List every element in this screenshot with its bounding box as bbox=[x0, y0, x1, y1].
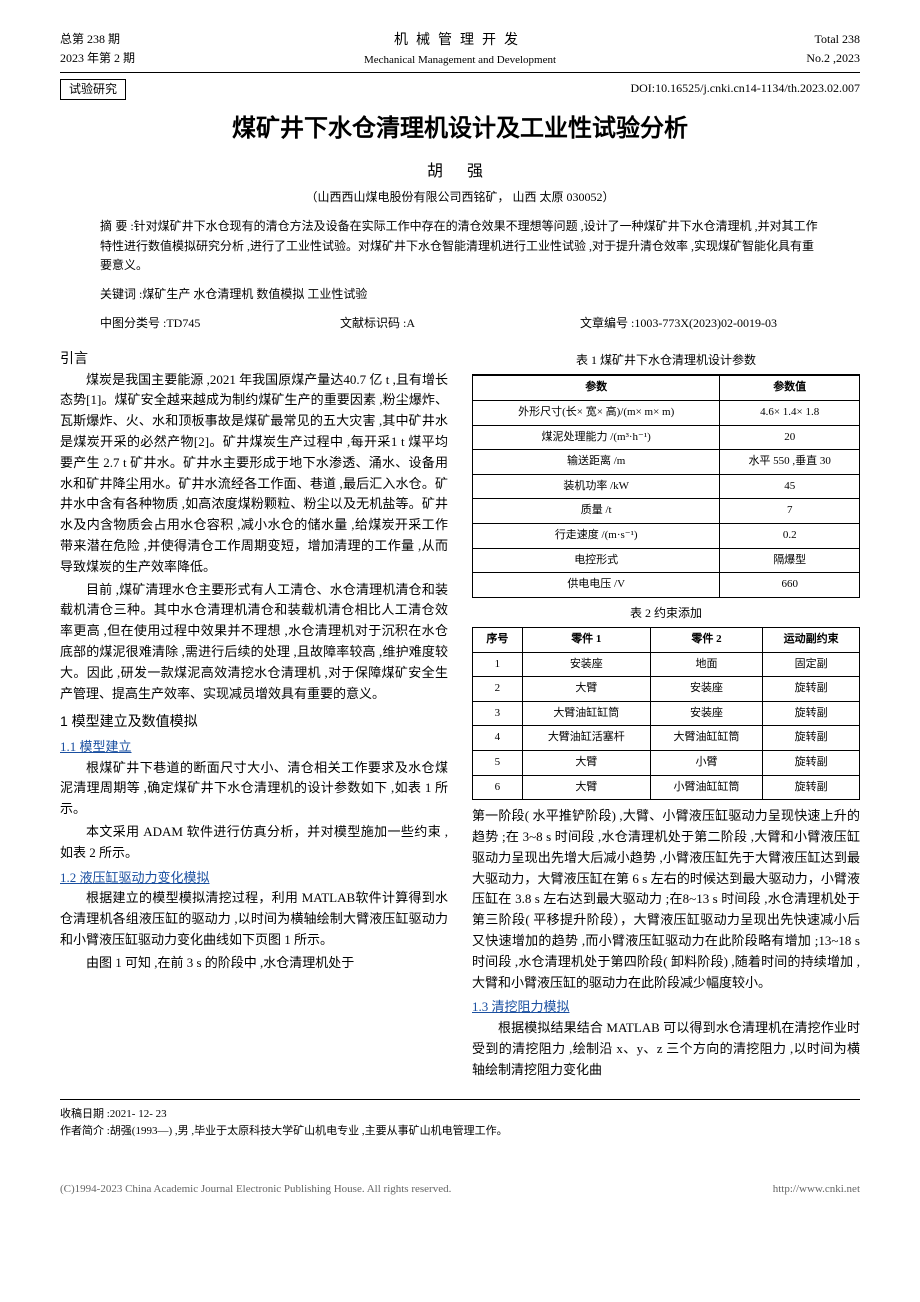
clc-number: 中图分类号 :TD745 bbox=[100, 314, 340, 333]
right-column: 表 1 煤矿井下水仓清理机设计参数 参数 参数值 外形尺寸(长× 宽× 高)/(… bbox=[472, 347, 860, 1082]
table-row: 输送距离 /m水平 550 ,垂直 30 bbox=[473, 450, 860, 475]
table-header: 参数值 bbox=[720, 375, 860, 400]
doi-row: 试验研究 DOI:10.16525/j.cnki.cn14-1134/th.20… bbox=[60, 79, 860, 100]
table-2: 序号 零件 1 零件 2 运动副约束 1安装座地面固定副 2大臂安装座旋转副 3… bbox=[472, 627, 860, 800]
affiliation: （山西西山煤电股份有限公司西铭矿， 山西 太原 030052） bbox=[60, 188, 860, 207]
left-column: 引言 煤炭是我国主要能源 ,2021 年我国原煤产量达40.7 亿 t ,且有增… bbox=[60, 347, 448, 1082]
journal-header: 总第 238 期 2023 年第 2 期 机械管理开发 Mechanical M… bbox=[60, 30, 860, 73]
intro-paragraph-2: 目前 ,煤矿清理水仓主要形式有人工清仓、水仓清理机清仓和装载机清仓三种。其中水仓… bbox=[60, 580, 448, 705]
table-row: 6大臂小臂油缸缸筒旋转副 bbox=[473, 775, 860, 800]
received-date: 收稿日期 :2021- 12- 23 bbox=[60, 1106, 860, 1124]
author-name: 胡 强 bbox=[60, 159, 860, 185]
author-bio: 作者简介 :胡强(1993—) ,男 ,毕业于太原科技大学矿山机电专业 ,主要从… bbox=[60, 1123, 860, 1141]
table-row: 参数 参数值 bbox=[473, 375, 860, 400]
subsection-1-3: 1.3 清挖阻力模拟 bbox=[472, 997, 860, 1018]
table-row: 2大臂安装座旋转副 bbox=[473, 677, 860, 702]
table-row: 质量 /t7 bbox=[473, 499, 860, 524]
table-1: 参数 参数值 外形尺寸(长× 宽× 高)/(m× m× m)4.6× 1.4× … bbox=[472, 374, 860, 597]
table-row: 序号 零件 1 零件 2 运动副约束 bbox=[473, 628, 860, 653]
intro-heading: 引言 bbox=[60, 347, 448, 369]
table-row: 1安装座地面固定副 bbox=[473, 652, 860, 677]
table-row: 行走速度 /(m·s⁻¹)0.2 bbox=[473, 524, 860, 549]
keywords-label: 关键词 bbox=[100, 287, 136, 301]
two-column-body: 引言 煤炭是我国主要能源 ,2021 年我国原煤产量达40.7 亿 t ,且有增… bbox=[60, 347, 860, 1082]
table-row: 煤泥处理能力 /(m³·h⁻¹)20 bbox=[473, 425, 860, 450]
table-header: 参数 bbox=[473, 375, 720, 400]
s12-paragraph-1: 根据建立的模型模拟清挖过程，利用 MATLAB软件计算得到水仓清理机各组液压缸的… bbox=[60, 888, 448, 950]
intro-paragraph-1: 煤炭是我国主要能源 ,2021 年我国原煤产量达40.7 亿 t ,且有增长态势… bbox=[60, 370, 448, 578]
s12-paragraph-2: 由图 1 可知 ,在前 3 s 的阶段中 ,水仓清理机处于 bbox=[60, 953, 448, 974]
doi-text: DOI:10.16525/j.cnki.cn14-1134/th.2023.02… bbox=[630, 79, 860, 100]
table1-caption: 表 1 煤矿井下水仓清理机设计参数 bbox=[472, 351, 860, 370]
table-row: 3大臂油缸缸筒安装座旋转副 bbox=[473, 701, 860, 726]
doc-code: 文献标识码 :A bbox=[340, 314, 580, 333]
subsection-1-1: 1.1 模型建立 bbox=[60, 737, 448, 758]
copyright-text: (C)1994-2023 China Academic Journal Elec… bbox=[60, 1181, 451, 1199]
table-row: 装机功率 /kW45 bbox=[473, 474, 860, 499]
s11-paragraph-2: 本文采用 ADAM 软件进行仿真分析，并对模型施加一些约束 ,如表 2 所示。 bbox=[60, 822, 448, 864]
section-1-heading: 1 模型建立及数值模拟 bbox=[60, 710, 448, 732]
abstract-label: 摘 要 bbox=[100, 219, 127, 233]
keywords-text: :煤矿生产 水仓清理机 数值模拟 工业性试验 bbox=[139, 287, 367, 301]
table-row: 外形尺寸(长× 宽× 高)/(m× m× m)4.6× 1.4× 1.8 bbox=[473, 401, 860, 426]
table-header: 零件 1 bbox=[522, 628, 650, 653]
s13-paragraph-1: 根据模拟结果结合 MATLAB 可以得到水仓清理机在清挖作业时受到的清挖阻力 ,… bbox=[472, 1018, 860, 1080]
issue-number: No.2 ,2023 bbox=[740, 49, 860, 68]
article-id: 文章编号 :1003-773X(2023)02-0019-03 bbox=[580, 314, 820, 333]
table-header: 零件 2 bbox=[650, 628, 762, 653]
abstract-block: 摘 要 :针对煤矿井下水仓现有的清仓方法及设备在实际工作中存在的清仓效果不理想等… bbox=[100, 217, 820, 275]
table-row: 4大臂油缸活塞杆大臂油缸缸筒旋转副 bbox=[473, 726, 860, 751]
research-category: 试验研究 bbox=[60, 79, 126, 100]
table-row: 电控形式隔爆型 bbox=[473, 548, 860, 573]
total-number: Total 238 bbox=[740, 30, 860, 49]
cnki-url: http://www.cnki.net bbox=[773, 1181, 860, 1199]
article-title: 煤矿井下水仓清理机设计及工业性试验分析 bbox=[60, 110, 860, 148]
copyright-line: (C)1994-2023 China Academic Journal Elec… bbox=[60, 1181, 860, 1199]
table-header: 运动副约束 bbox=[763, 628, 860, 653]
abstract-text: :针对煤矿井下水仓现有的清仓方法及设备在实际工作中存在的清仓效果不理想等问题 ,… bbox=[100, 219, 818, 271]
s11-paragraph-1: 根煤矿井下巷道的断面尺寸大小、清仓相关工作要求及水仓煤泥清理周期等 ,确定煤矿井… bbox=[60, 758, 448, 820]
classification-row: 中图分类号 :TD745 文献标识码 :A 文章编号 :1003-773X(20… bbox=[100, 314, 820, 333]
table-row: 5大臂小臂旋转副 bbox=[473, 750, 860, 775]
issue-total: 总第 238 期 bbox=[60, 30, 180, 49]
keywords-block: 关键词 :煤矿生产 水仓清理机 数值模拟 工业性试验 bbox=[100, 285, 820, 304]
table-header: 序号 bbox=[473, 628, 523, 653]
table-row: 供电电压 /V660 bbox=[473, 573, 860, 598]
col2-paragraph-1: 第一阶段( 水平推铲阶段) ,大臂、小臂液压缸驱动力呈现快速上升的趋势 ;在 3… bbox=[472, 806, 860, 993]
journal-title-en: Mechanical Management and Development bbox=[180, 52, 740, 70]
article-footer: 收稿日期 :2021- 12- 23 作者简介 :胡强(1993—) ,男 ,毕… bbox=[60, 1099, 860, 1141]
table2-caption: 表 2 约束添加 bbox=[472, 604, 860, 623]
subsection-1-2: 1.2 液压缸驱动力变化模拟 bbox=[60, 868, 448, 889]
issue-year: 2023 年第 2 期 bbox=[60, 49, 180, 68]
journal-title-cn: 机械管理开发 bbox=[180, 30, 740, 52]
